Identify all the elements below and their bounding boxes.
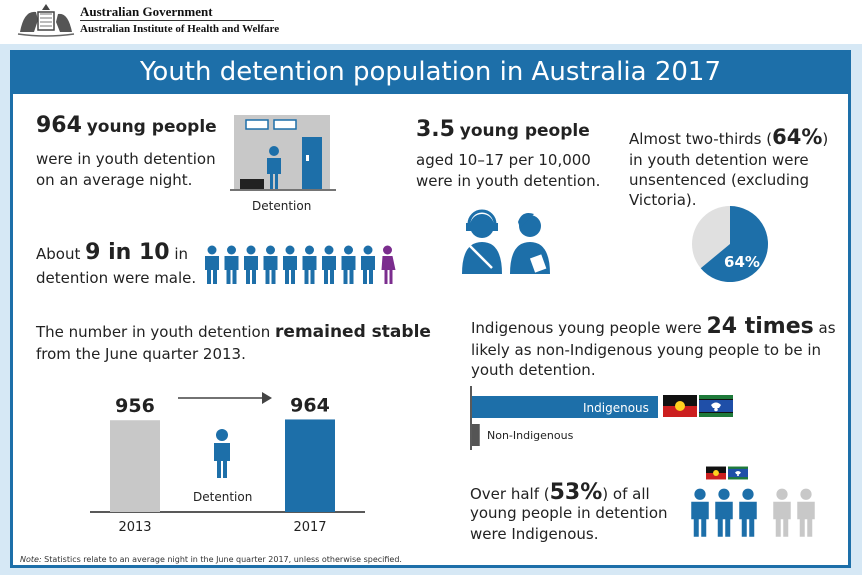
indigenous-line3: youth detention.	[471, 361, 596, 379]
footnote-label: Note:	[20, 555, 42, 564]
chart-icon-label: Detention	[193, 490, 253, 504]
male-person-icon	[341, 245, 356, 284]
indigenous-line1: Indigenous young people were 24 times as	[471, 314, 836, 339]
stable-pre: The number in youth detention	[36, 323, 271, 341]
non-indigenous-person-icon	[797, 488, 815, 537]
male-person-icon	[361, 245, 375, 284]
male-person-icon	[263, 245, 278, 284]
stat-male-line1: About 9 in 10 in	[36, 240, 189, 265]
indigenous-comparison-bars	[470, 386, 658, 450]
stable-line1: The number in youth detention remained s…	[36, 322, 431, 342]
male-person-icon	[244, 245, 258, 284]
bar-category-label: 2013	[118, 520, 151, 535]
aboriginal-flag-icon	[663, 395, 697, 417]
stat-964-heading: 964 young people	[36, 113, 217, 138]
male-person-icon	[283, 245, 297, 284]
detention-bar-chart: 956 2013 964 2017	[90, 392, 365, 535]
bar-2013	[110, 420, 160, 512]
footnote-text: Statistics relate to an average night in…	[41, 555, 402, 564]
half-post: ) of all	[602, 485, 650, 503]
page-header: Australian Government Australian Institu…	[0, 0, 862, 44]
unsentenced-pre: Almost two-thirds (	[629, 130, 773, 148]
stat-rate-number: 3.5	[416, 117, 455, 142]
bar-non-indigenous	[472, 424, 480, 446]
stat-964-line2: were in youth detention	[36, 150, 216, 168]
indigenous-number: 24 times	[706, 314, 814, 339]
stat-unsentenced-line3: unsentenced (excluding	[629, 171, 810, 189]
stat-964-number: 964	[36, 113, 82, 138]
half-percent: 53%	[549, 480, 603, 505]
torres-strait-flag-small-icon	[728, 466, 748, 480]
indigenous-line2: likely as non-Indigenous young people to…	[471, 341, 822, 359]
stat-rate-line2: aged 10–17 per 10,000	[416, 151, 591, 169]
detention-room-icon	[230, 115, 336, 191]
stable-emph: remained stable	[275, 322, 431, 342]
bar-value-label: 956	[115, 395, 155, 417]
government-name: Australian Government	[80, 4, 213, 19]
indigenous-post: as	[818, 319, 836, 337]
footnote: Note: Statistics relate to an average ni…	[20, 555, 402, 564]
male-post: in	[174, 245, 189, 263]
detention-label: Detention	[252, 199, 312, 213]
unsentenced-percent: 64%	[772, 125, 823, 149]
stat-964-unit: young people	[86, 117, 217, 137]
youth-pair-icon	[462, 209, 550, 274]
male-person-icon	[322, 245, 336, 284]
bar-indigenous	[472, 396, 658, 418]
male-female-people-row	[205, 245, 396, 284]
pie-label: 64%	[724, 253, 760, 271]
stat-unsentenced-line4: Victoria).	[629, 191, 697, 209]
unsentenced-post: )	[822, 130, 829, 148]
half-pre: Over half (	[470, 485, 550, 503]
male-person-icon	[224, 245, 239, 284]
half-line1: Over half (53%) of all	[470, 480, 650, 505]
institute-name: Australian Institute of Health and Welfa…	[80, 23, 280, 35]
page-title: Youth detention population in Australia …	[10, 50, 851, 94]
indigenous-person-icon	[715, 488, 733, 537]
stat-rate-line3: were in youth detention.	[416, 172, 601, 190]
pie-slice-unsentenced	[700, 206, 768, 282]
male-pre: About	[36, 245, 81, 263]
male-person-icon	[205, 245, 219, 284]
torres-strait-flag-icon	[699, 395, 733, 417]
female-person-icon	[381, 245, 396, 284]
non-indigenous-person-icon	[773, 488, 791, 537]
bar-indigenous-label: Indigenous	[583, 401, 649, 415]
trend-arrowhead	[262, 392, 272, 404]
half-line3: were Indigenous.	[470, 525, 599, 543]
bar-2017	[285, 419, 335, 512]
stat-964-line3: on an average night.	[36, 171, 193, 189]
unsentenced-pie-chart: 64%	[692, 206, 768, 282]
bar-value-label: 964	[290, 394, 330, 416]
detention-person-icon	[214, 429, 230, 478]
stat-male-line2: detention were male.	[36, 269, 197, 287]
header-divider	[80, 20, 274, 21]
indigenous-people-row	[691, 488, 815, 537]
indigenous-person-icon	[691, 488, 709, 537]
male-person-icon	[302, 245, 317, 284]
stable-line2: from the June quarter 2013.	[36, 345, 246, 363]
bar-category-label: 2017	[293, 520, 326, 535]
stat-rate-heading: 3.5 young people	[416, 117, 590, 142]
indigenous-person-icon	[739, 488, 757, 537]
half-line2: young people in detention	[470, 504, 668, 522]
male-number: 9 in 10	[85, 240, 170, 265]
bar-non-indigenous-label: Non-Indigenous	[487, 429, 574, 442]
stat-unsentenced-line2: in youth detention were	[629, 151, 809, 169]
coat-of-arms-icon	[17, 4, 75, 37]
indigenous-pre: Indigenous young people were	[471, 319, 702, 337]
stat-rate-unit: young people	[459, 121, 590, 141]
stat-unsentenced-line1: Almost two-thirds (64%)	[629, 127, 828, 149]
aboriginal-flag-small-icon	[706, 466, 726, 480]
